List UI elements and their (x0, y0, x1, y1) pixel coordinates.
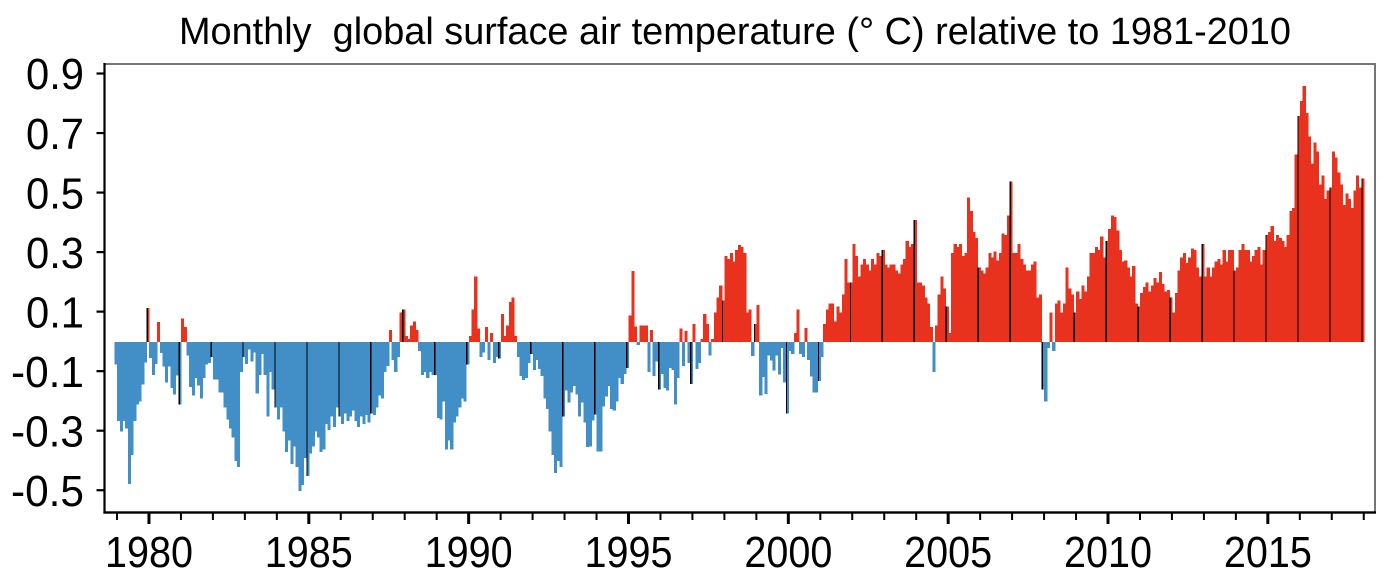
svg-text:0.5: 0.5 (26, 169, 84, 218)
svg-text:2005: 2005 (904, 528, 992, 577)
svg-text:2010: 2010 (1064, 528, 1152, 577)
svg-text:2000: 2000 (744, 528, 832, 577)
svg-text:-0.5: -0.5 (11, 467, 84, 516)
svg-text:2015: 2015 (1224, 528, 1312, 577)
svg-text:1990: 1990 (425, 528, 513, 577)
svg-text:0.9: 0.9 (26, 50, 84, 99)
svg-text:1995: 1995 (584, 528, 672, 577)
svg-text:0.3: 0.3 (26, 229, 84, 278)
svg-text:0.7: 0.7 (26, 110, 84, 159)
svg-text:1980: 1980 (105, 528, 193, 577)
svg-text:-0.3: -0.3 (11, 407, 84, 456)
svg-text:Monthly global surface air te: Monthly global surface air temperature (… (179, 10, 1291, 53)
svg-text:0.1: 0.1 (26, 288, 84, 337)
svg-text:1985: 1985 (265, 528, 353, 577)
svg-text:-0.1: -0.1 (11, 348, 84, 397)
